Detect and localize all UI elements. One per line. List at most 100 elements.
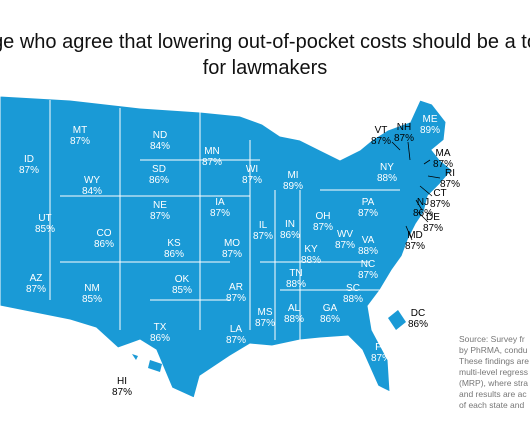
state-value: 87% (210, 208, 230, 219)
state-value: 88% (301, 255, 321, 266)
state-abbr: AR (229, 282, 243, 293)
state-abbr: ME (423, 114, 438, 125)
state-value: 84% (150, 141, 170, 152)
state-abbr: WY (84, 175, 100, 186)
state-value: 86% (94, 239, 114, 250)
state-abbr: PA (362, 197, 375, 208)
state-abbr: MA (436, 148, 451, 159)
state-value: 87% (358, 208, 378, 219)
state-value: 87% (226, 335, 246, 346)
state-value: 86% (280, 230, 300, 241)
state-abbr: NJ (417, 197, 429, 208)
state-value: 87% (430, 199, 450, 210)
state-abbr: NE (153, 200, 167, 211)
state-value: 86% (149, 175, 169, 186)
state-value: 87% (358, 270, 378, 281)
source-line: by PhRMA, condu (459, 345, 528, 355)
state-abbr: LA (230, 324, 243, 335)
state-value: 85% (172, 285, 192, 296)
state-abbr: OK (175, 274, 190, 285)
source-line: of each state and (459, 400, 524, 410)
state-abbr: MS (258, 307, 273, 318)
source-line: Source: Survey fr (459, 334, 525, 344)
state-value: 87% (335, 240, 355, 251)
state-value: 86% (413, 208, 433, 219)
state-abbr: KY (304, 244, 318, 255)
state-abbr: HI (117, 376, 127, 387)
state-value: 87% (112, 387, 132, 398)
state-abbr: MN (204, 146, 220, 157)
state-abbr: WV (337, 229, 353, 240)
state-value: 85% (35, 224, 55, 235)
state-abbr: NH (397, 122, 411, 133)
state-abbr: MI (287, 170, 298, 181)
state-value: 87% (405, 241, 425, 252)
state-value: 87% (226, 293, 246, 304)
state-value: 86% (408, 319, 428, 330)
state-value: 87% (433, 159, 453, 170)
state-value: 87% (313, 222, 333, 233)
state-value: 87% (150, 211, 170, 222)
state-value: 87% (19, 165, 39, 176)
leader-lines (391, 141, 441, 241)
state-value: 87% (253, 231, 273, 242)
source-line: (MRP), where stra (459, 378, 528, 388)
state-value: 89% (283, 181, 303, 192)
state-abbr: MT (73, 125, 87, 136)
state-value: 86% (320, 314, 340, 325)
state-value: 87% (202, 157, 222, 168)
state-abbr: NM (84, 283, 100, 294)
state-value: 88% (286, 279, 306, 290)
state-value: 89% (420, 125, 440, 136)
state-value: 87% (70, 136, 90, 147)
state-abbr: TN (289, 268, 302, 279)
state-abbr: DC (411, 308, 425, 319)
state-abbr: MO (224, 238, 240, 249)
state-abbr: AZ (30, 273, 43, 284)
state-abbr: DE (426, 212, 440, 223)
state-abbr: FL (375, 342, 387, 353)
state-abbr: SC (346, 283, 360, 294)
state-abbr: UT (38, 213, 51, 224)
title: ge who agree that lowering out-of-pocket… (0, 31, 530, 53)
state-value: 88% (343, 294, 363, 305)
state-abbr: ID (24, 154, 34, 165)
state-abbr: VA (362, 235, 375, 246)
title: for lawmakers (203, 57, 327, 79)
state-borders (49, 100, 400, 340)
state-abbr: CT (433, 188, 446, 199)
state-abbr: MD (407, 230, 423, 241)
state-abbr: KS (167, 238, 181, 249)
state-abbr: GA (323, 303, 338, 314)
state-value: 85% (82, 294, 102, 305)
state-value: 87% (26, 284, 46, 295)
state-abbr: ND (153, 130, 167, 141)
state-value: 87% (423, 223, 443, 234)
state-value: 86% (150, 333, 170, 344)
state-value: 87% (394, 133, 414, 144)
state-value: 84% (82, 186, 102, 197)
us-map (0, 95, 453, 399)
state-abbr: IN (285, 219, 295, 230)
state-value: 87% (255, 318, 275, 329)
state-abbr: RI (445, 168, 455, 179)
state-value: 87% (371, 136, 391, 147)
state-abbr: VT (375, 125, 388, 136)
dc-shape (388, 310, 406, 330)
state-abbr: IA (215, 197, 225, 208)
state-value: 88% (377, 173, 397, 184)
state-abbr: NY (380, 162, 394, 173)
state-abbr: WI (246, 164, 258, 175)
source-line: These findings are (459, 356, 529, 366)
state-abbr: AL (288, 303, 301, 314)
state-value: 87% (440, 179, 460, 190)
state-value: 86% (164, 249, 184, 260)
state-value: 87% (222, 249, 242, 260)
source-line: multi-level regress (459, 367, 528, 377)
state-abbr: CO (97, 228, 112, 239)
state-abbr: OH (316, 211, 331, 222)
state-value: 87% (371, 353, 391, 364)
